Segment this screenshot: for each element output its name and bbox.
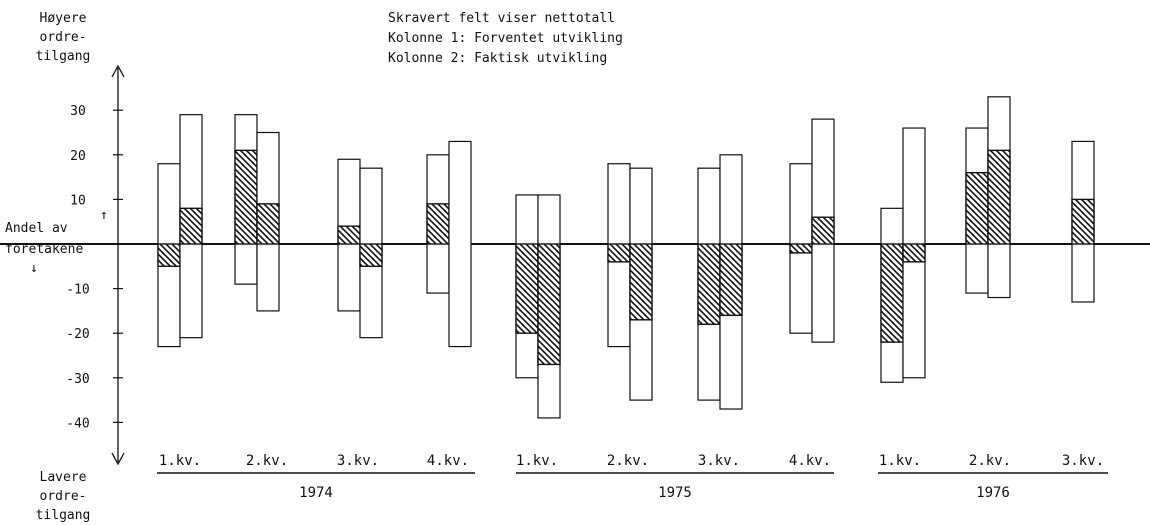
quarter-label-7: 3.kv. [698,453,740,469]
net-s2-q10 [987,149,1011,245]
quarter-label-5: 1.kv. [516,453,558,469]
net-s1-q2 [234,149,258,245]
quarter-label-2: 2.kv. [246,453,288,469]
quarter-label-3: 3.kv. [337,453,379,469]
quarter-label-1: 1.kv. [159,453,201,469]
quarter-label-10: 2.kv. [969,453,1011,469]
y-tick-label-5: -30 [66,372,89,387]
legend-line-3: Kolonne 2: Faktisk utvikling [388,51,607,66]
year-label-1974: 1974 [299,485,333,501]
y-tick-label-1: 20 [70,149,86,164]
net-s2-q7 [719,243,743,317]
bar-s2-q4 [448,140,472,348]
axis-bottom-label-2: ordre- [40,489,87,504]
y-tick-label-6: -40 [66,416,89,431]
net-s1-q3 [337,225,361,245]
axis-top-label-1: Høyere [40,11,87,26]
zero-label-1: Andel av [5,221,68,236]
quarter-label-4: 4.kv. [427,453,469,469]
axis-top-label-3: tilgang [36,49,91,64]
net-s1-q6 [607,243,631,263]
y-axis-arrow-down [111,452,125,466]
zero-down-arrow: ↓ [30,261,38,276]
net-s1-q4 [426,203,450,245]
year-label-1975: 1975 [658,485,692,501]
y-ticks: 30 20 10 -10 -20 -30 -40 [66,104,123,431]
year-label-1976: 1976 [976,485,1010,501]
quarter-label-8: 4.kv. [789,453,831,469]
quarter-label-11: 3.kv. [1062,453,1104,469]
net-s2-q1 [179,207,203,245]
axis-bottom-label-3: tilgang [36,508,91,523]
legend-line-2: Kolonne 1: Forventet utvikling [388,31,623,46]
net-s1-q1 [157,243,181,267]
net-s2-q11 [1071,198,1095,245]
net-s2-q9 [902,243,926,263]
y-tick-label-2: 10 [70,193,86,208]
net-s2-q8 [811,216,835,245]
quarter-label-9: 1.kv. [879,453,921,469]
x-labels: 1.kv. 2.kv. 3.kv. 4.kv. 1.kv. 2.kv. 3.kv. 4.kv.… [157,453,1108,501]
net-s1-q10 [965,171,989,245]
y-tick-label-3: -10 [66,283,89,298]
quarter-label-6: 2.kv. [607,453,649,469]
net-s2-q5 [537,243,561,366]
net-s1-q9 [880,243,904,343]
net-s1-q5 [515,243,539,334]
net-s1-q8 [789,243,813,254]
zero-label-2: foretakene [5,242,83,257]
net-s2-q2 [256,203,280,245]
y-tick-label-4: -20 [66,327,89,342]
bars [157,96,1095,419]
axis-top-label-2: ordre- [40,30,87,45]
net-s2-q3 [359,243,383,267]
zero-up-arrow: ↑ [100,208,108,223]
legend-line-1: Skravert felt viser nettotall [388,11,615,26]
y-axis-arrow-up [111,64,125,78]
net-s2-q6 [629,243,653,321]
axis-bottom-label-1: Lavere [40,470,87,485]
net-s1-q7 [697,243,721,325]
y-tick-label-0: 30 [70,104,86,119]
